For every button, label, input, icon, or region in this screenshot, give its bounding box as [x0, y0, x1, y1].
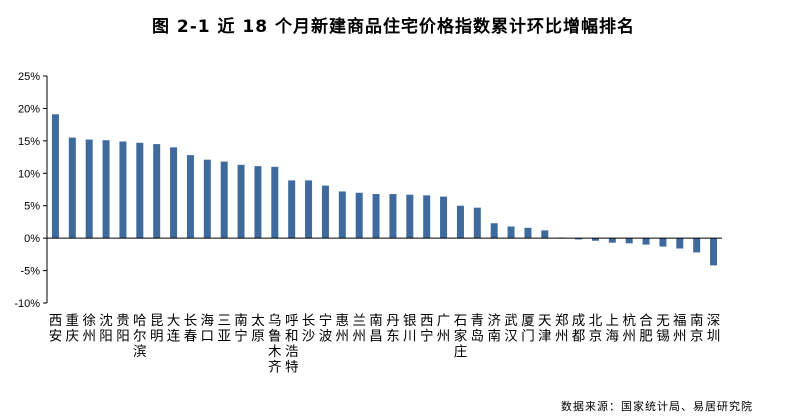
x-tick-label: 贵阳: [116, 313, 130, 345]
x-tick-label: 南宁: [234, 313, 248, 345]
x-tick-label: 济南: [487, 313, 501, 345]
x-tick-label: 成都: [572, 313, 586, 345]
x-tick-label: 杭州: [622, 313, 636, 345]
bar: [203, 159, 211, 239]
bar: [608, 238, 616, 243]
x-tick-label: 深圳: [707, 313, 721, 345]
bar: [305, 180, 313, 239]
bar: [693, 238, 701, 253]
bar: [372, 194, 380, 239]
bar: [220, 161, 228, 239]
y-axis: -10% -5% 0% 5% 10% 15% 20% 25%: [14, 71, 48, 310]
bar: [659, 238, 667, 247]
bar: [507, 226, 515, 239]
bar: [456, 205, 464, 239]
bar: [406, 194, 414, 239]
x-tick-label: 南京: [690, 313, 704, 345]
x-tick-label: 南昌: [369, 313, 383, 345]
x-tick-label: 北京: [589, 313, 603, 345]
bar: [541, 230, 549, 239]
x-tick-label: 长沙: [302, 313, 316, 345]
x-tick-label: 重庆: [66, 313, 80, 345]
bar: [85, 139, 93, 239]
bar: [473, 207, 481, 239]
x-tick-label: 广州: [437, 313, 451, 345]
x-tick-label: 哈尔滨: [133, 313, 147, 360]
bar: [389, 194, 397, 239]
x-tick-label: 徐州: [82, 313, 96, 345]
bar: [625, 238, 633, 244]
bar: [254, 166, 262, 239]
x-tick-label: 天津: [538, 313, 552, 345]
bars: [51, 114, 718, 266]
x-tick-label: 乌鲁木齐: [268, 313, 282, 376]
bar: [68, 137, 76, 239]
bar: [237, 164, 245, 239]
y-tick-label: 15%: [18, 136, 40, 148]
chart-title: 图 2-1 近 18 个月新建商品住宅价格指数累计环比增幅排名: [151, 17, 636, 37]
bar: [642, 238, 650, 245]
bar: [321, 185, 329, 239]
x-tick-label: 三亚: [217, 313, 231, 345]
bar: [355, 192, 363, 239]
y-tick-label: 0%: [24, 233, 40, 245]
x-tick-label: 上海: [606, 313, 620, 345]
y-tick-label: 25%: [18, 71, 40, 83]
x-tick-label: 长春: [184, 313, 198, 345]
y-tick-label: -10%: [14, 298, 40, 310]
x-tick-label: 武汉: [504, 313, 518, 345]
x-tick-label: 无锡: [656, 313, 670, 345]
bar: [423, 195, 431, 239]
bar: [153, 144, 161, 239]
bar: [136, 142, 144, 239]
x-tick-label: 太原: [251, 313, 265, 345]
bar: [271, 166, 279, 239]
bar: [170, 147, 178, 239]
bar: [676, 238, 684, 249]
bar: [591, 238, 599, 241]
x-tick-label: 石家庄: [454, 313, 468, 360]
x-tick-label: 大连: [167, 313, 181, 345]
x-tick-label: 西安: [49, 313, 63, 345]
bar: [710, 238, 718, 266]
x-tick-label: 银川: [403, 313, 417, 345]
data-source: 数据来源：国家统计局、易居研究院: [561, 400, 753, 413]
x-tick-label: 昆明: [150, 313, 164, 345]
bar: [186, 155, 194, 239]
bar: [102, 140, 110, 239]
y-tick-label: 10%: [18, 168, 40, 180]
y-tick-label: -5%: [20, 266, 40, 278]
x-tick-label: 宁波: [319, 312, 333, 345]
x-tick-label: 丹东: [386, 313, 400, 345]
x-tick-label: 惠州: [336, 313, 350, 345]
x-labels: 西安重庆徐州沈阳贵阳哈尔滨昆明大连长春海口三亚南宁太原乌鲁木齐呼和浩特长沙宁波惠…: [49, 312, 721, 376]
bar: [51, 114, 59, 239]
x-tick-label: 海口: [201, 313, 215, 345]
x-tick-label: 呼和浩特: [285, 313, 299, 376]
x-tick-label: 沈阳: [99, 313, 113, 345]
bar: [524, 227, 532, 239]
x-tick-label: 西宁: [420, 313, 434, 345]
bar: [575, 238, 583, 240]
y-tick-label: 20%: [18, 103, 40, 115]
x-tick-label: 合肥: [639, 313, 653, 345]
bar: [440, 196, 448, 239]
y-tick-label: 5%: [24, 201, 40, 213]
x-tick-label: 青岛: [471, 313, 485, 345]
bar: [490, 223, 498, 239]
x-tick-label: 郑州: [555, 313, 569, 345]
x-tick-label: 兰州: [352, 313, 366, 345]
x-tick-label: 福州: [673, 313, 687, 345]
x-tick-label: 厦门: [521, 313, 535, 345]
bar: [338, 191, 346, 239]
bar: [119, 141, 127, 239]
bar: [288, 180, 296, 239]
